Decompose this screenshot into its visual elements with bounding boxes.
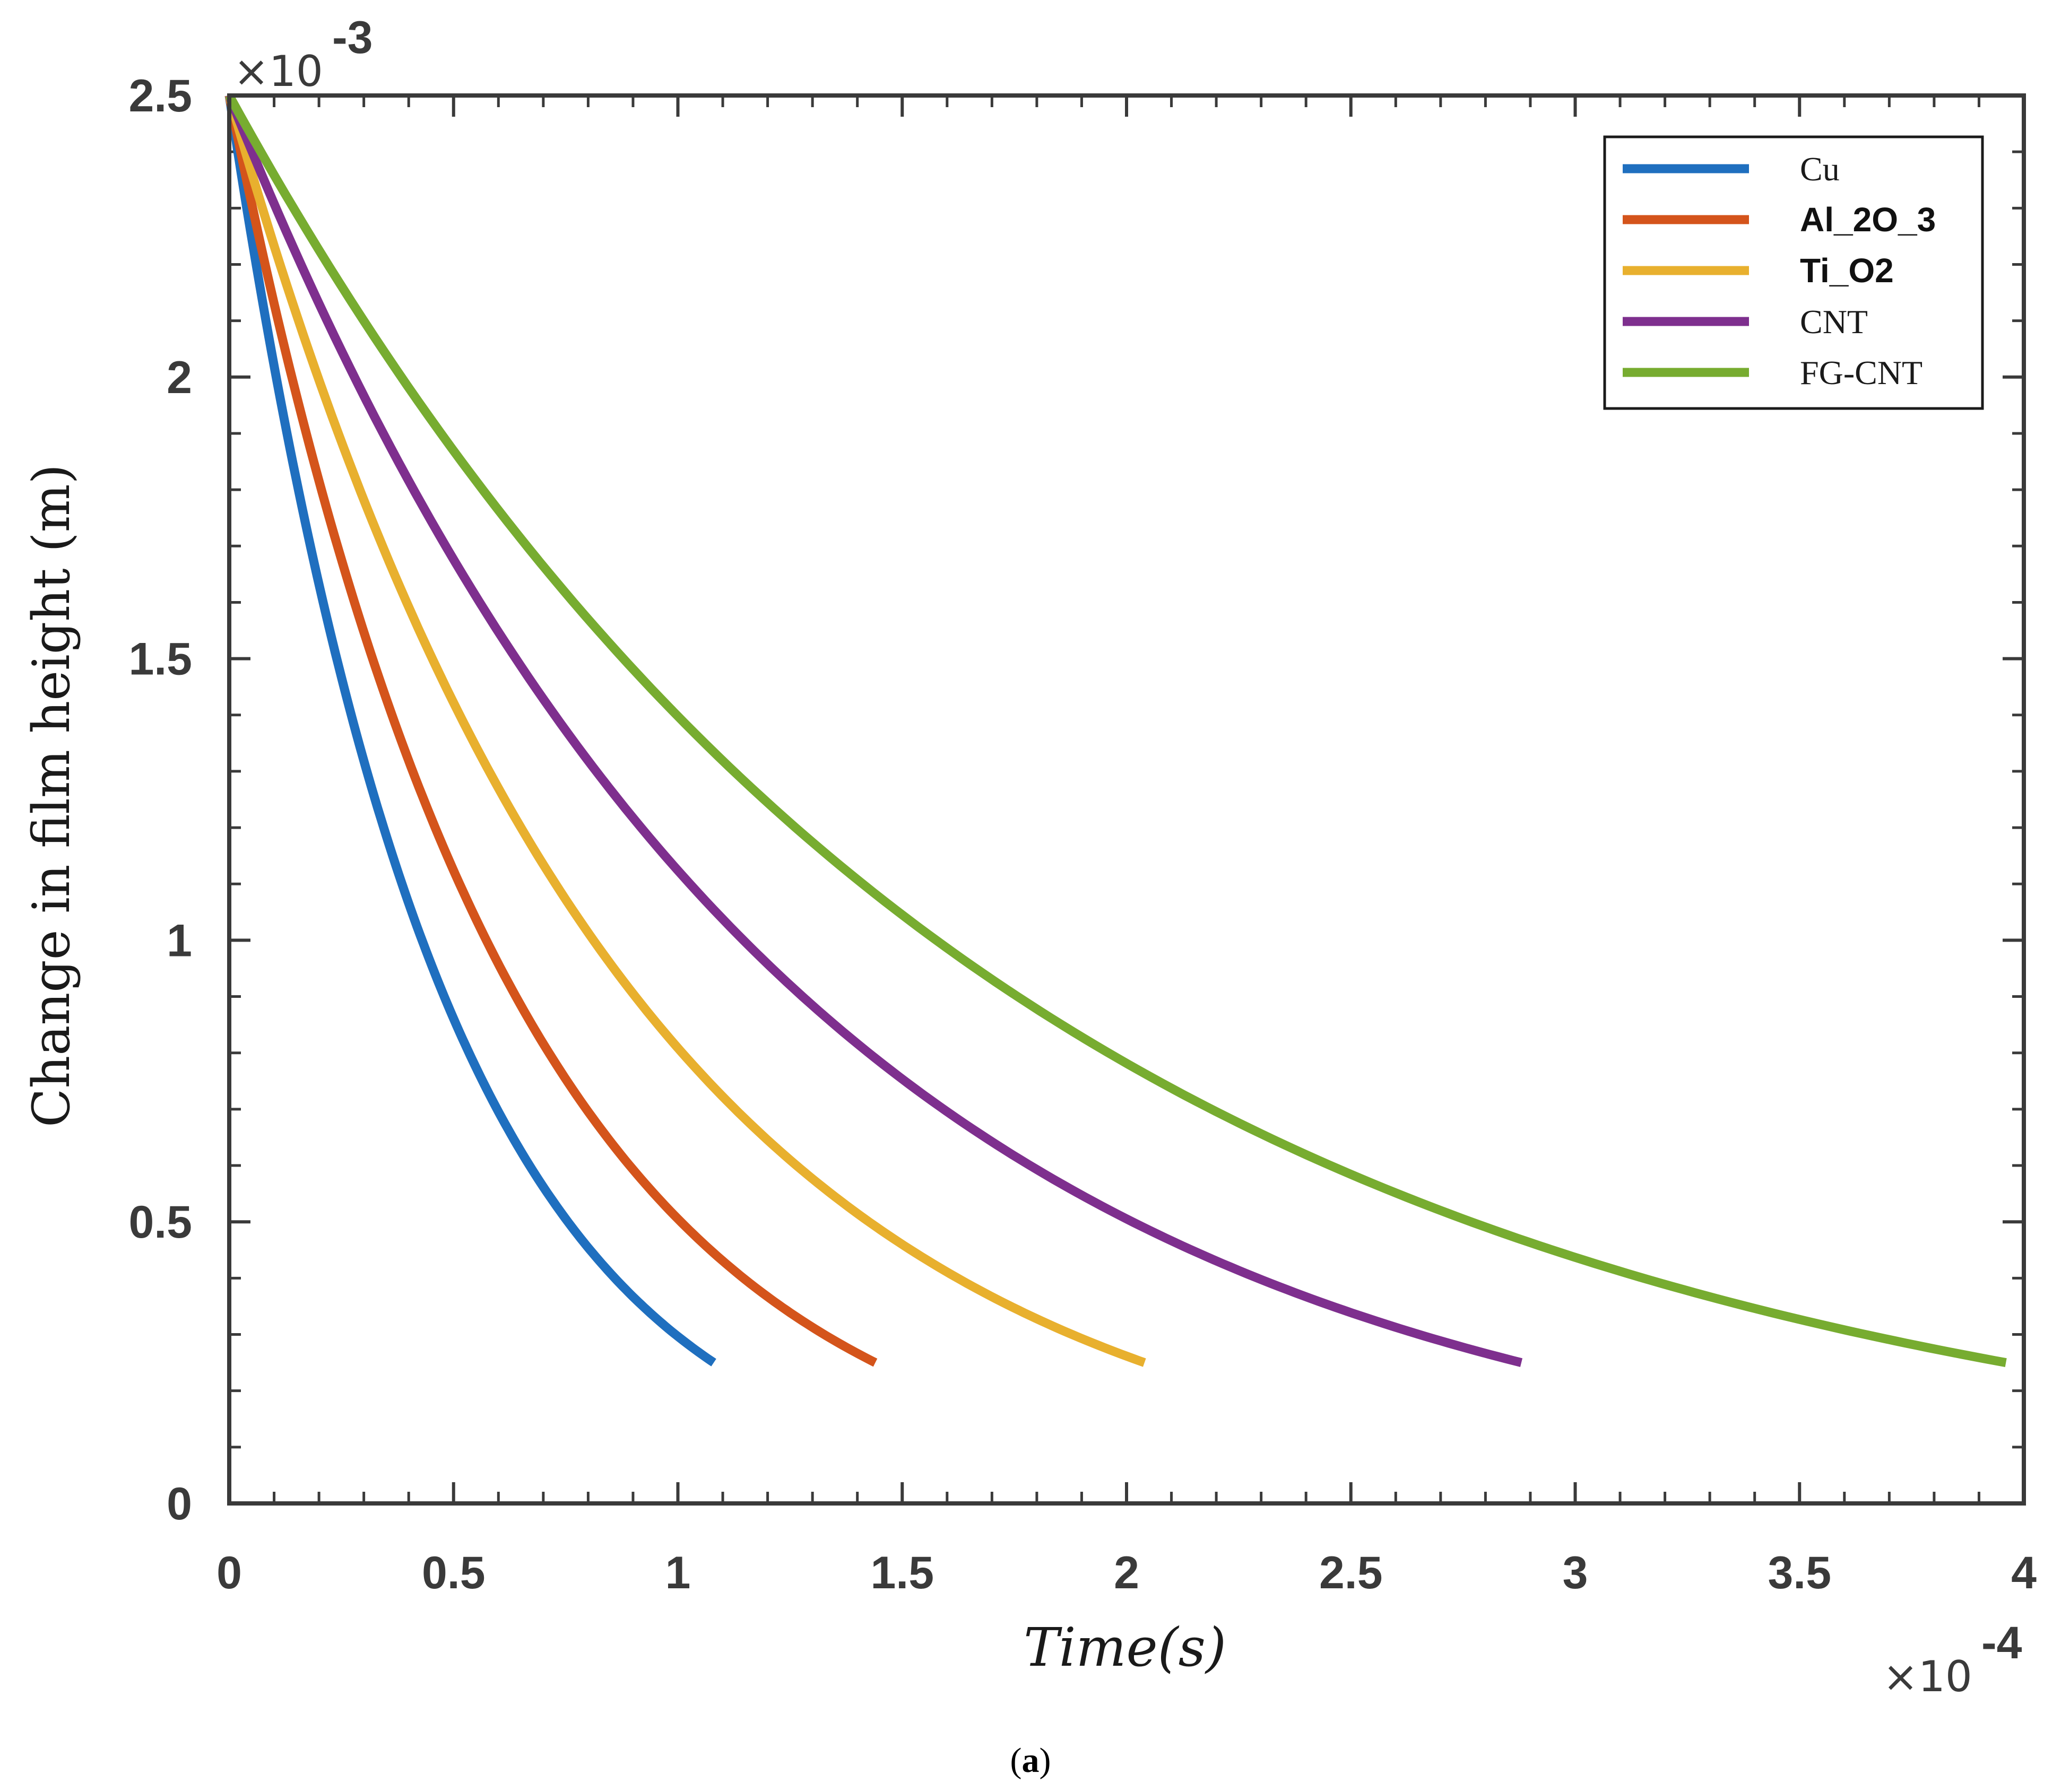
x-tick-label: 1.5 (870, 1547, 934, 1598)
x-tick-label: 3.5 (1768, 1547, 1831, 1598)
y-tick-label: 1 (167, 915, 192, 966)
y-tick-label: 1.5 (128, 634, 192, 685)
caption-letter: a (1022, 1741, 1040, 1780)
caption-close: ) (1040, 1741, 1051, 1780)
y-exponent: ×10 -3 (233, 12, 373, 96)
x-exponent-power: -4 (1981, 1617, 2022, 1668)
series-line-cnt (225, 93, 1523, 1367)
x-tick-label: 0 (217, 1547, 242, 1598)
series-layer (224, 93, 2007, 1367)
y-tick-label: 0.5 (128, 1197, 192, 1248)
legend-label: Cu (1800, 150, 1840, 188)
y-axis-title: Change in film height (m) (22, 464, 81, 1127)
caption-open: ( (1010, 1741, 1022, 1780)
legend: Cu Al_2O_3 Ti_O2 CNT FG-CNT (1603, 135, 1984, 410)
x-exponent-times: ×10 (1883, 1652, 1972, 1701)
x-tick-label: 2 (1114, 1547, 1139, 1598)
series-line-fg-cnt (225, 93, 2007, 1367)
y-tick-label: 2.5 (128, 71, 192, 121)
x-tick-label: 0.5 (422, 1547, 486, 1598)
series-line-cu (224, 94, 716, 1367)
tick-labels-layer: 0 0.5 1 1.5 2 2.5 3 3.5 4 0 0.5 1 1.5 2 2.5 (128, 71, 2037, 1598)
plot-frame (227, 93, 2026, 1506)
y-tick-label: 2 (167, 352, 192, 403)
y-exponent-power: -3 (332, 12, 373, 63)
x-tick-label: 1 (665, 1547, 691, 1598)
legend-items: Cu Al_2O_3 Ti_O2 CNT FG-CNT (1623, 150, 1936, 392)
legend-label: Al_2O_3 (1800, 201, 1936, 239)
x-exponent: ×10 -4 (1883, 1617, 2022, 1701)
x-tick-label: 4 (2011, 1547, 2037, 1598)
series-line-al-2o-3 (224, 94, 878, 1367)
y-exponent-times: ×10 (233, 47, 323, 96)
y-tick-label: 0 (167, 1478, 192, 1529)
x-tick-label: 3 (1563, 1547, 1588, 1598)
series-line-ti-o2 (224, 94, 1146, 1367)
legend-label: FG-CNT (1800, 354, 1923, 392)
legend-label: CNT (1800, 303, 1868, 341)
x-tick-label: 2.5 (1319, 1547, 1383, 1598)
legend-label: Ti_O2 (1800, 251, 1894, 290)
x-axis-title: Time(s) (1024, 1616, 1226, 1678)
figure-caption: (a) (1010, 1741, 1051, 1780)
